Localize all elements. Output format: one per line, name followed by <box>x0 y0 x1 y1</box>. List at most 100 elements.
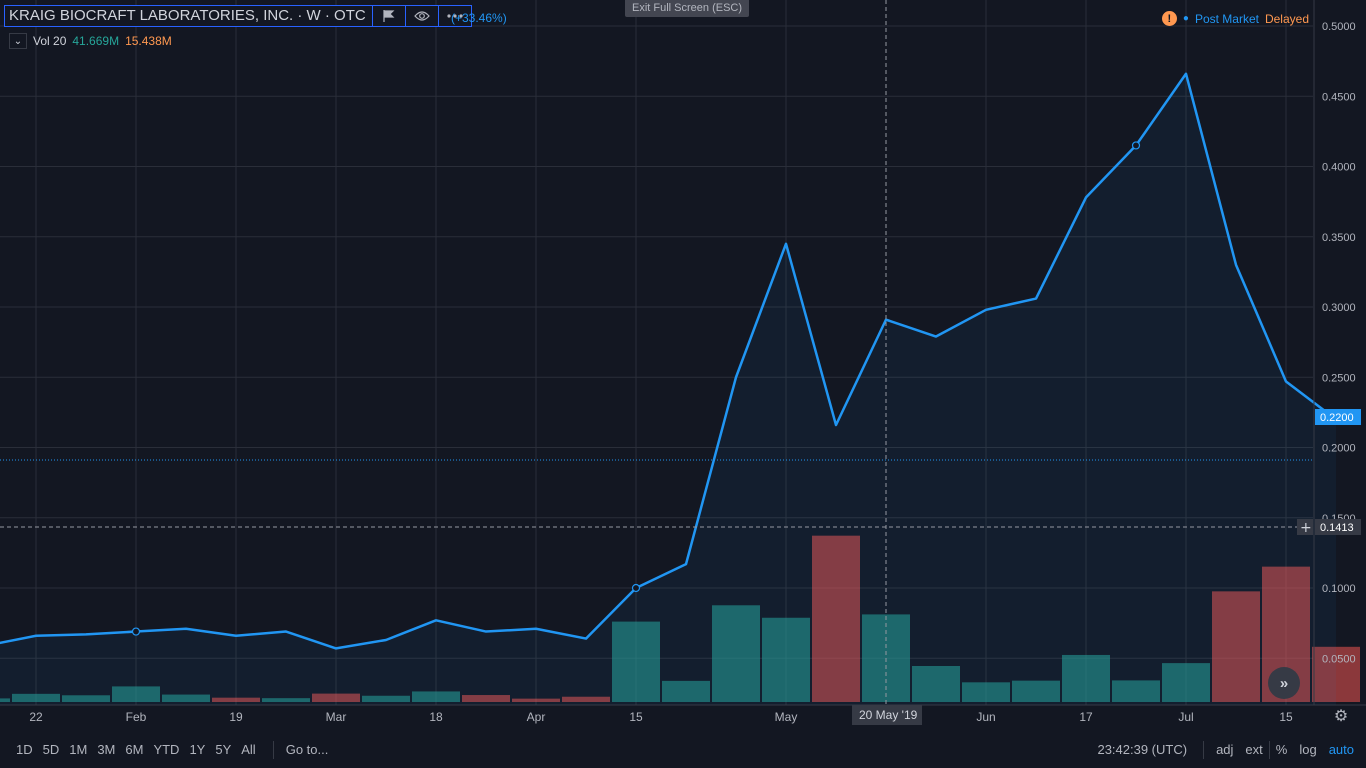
auto-scale-toggle[interactable]: auto <box>1328 742 1354 757</box>
volume-bar <box>262 698 310 702</box>
post-market-label: Post Market <box>1194 11 1259 26</box>
range-5y[interactable]: 5Y <box>215 742 232 757</box>
x-tick-label: May <box>775 710 798 724</box>
eye-icon <box>413 11 430 21</box>
y-tick-label: 0.3500 <box>1322 232 1356 244</box>
bottom-toolbar: 1D 5D 1M 3M 6M YTD 1Y 5Y All Go to... 23… <box>0 731 1366 768</box>
last-price-label: 0.2200 <box>1320 412 1354 424</box>
x-tick-label: 15 <box>1279 710 1293 724</box>
volume-bar <box>762 617 810 702</box>
x-tick-label: 22 <box>29 710 43 724</box>
x-tick-label: Jul <box>1178 710 1193 724</box>
x-tick-label: 17 <box>1079 710 1093 724</box>
change-percent: (+33.46%) <box>451 11 507 25</box>
y-tick-label: 0.1000 <box>1322 583 1356 595</box>
last-price-label-bg <box>1315 409 1361 425</box>
range-ytd[interactable]: YTD <box>153 742 180 757</box>
warning-icon[interactable]: ! <box>1161 11 1177 26</box>
volume-bar <box>12 693 60 702</box>
volume-bar <box>1062 654 1110 702</box>
volume-bar <box>962 682 1010 702</box>
range-selector: 1D 5D 1M 3M 6M YTD 1Y 5Y All <box>11 742 261 757</box>
exit-fullscreen-button[interactable]: Exit Full Screen (ESC) <box>625 0 749 17</box>
volume-bar <box>562 696 610 702</box>
volume-bar <box>362 695 410 702</box>
volume-bar <box>812 535 860 702</box>
volume-value-1: 41.669M <box>72 34 120 48</box>
volume-bar <box>1112 680 1160 702</box>
y-tick-label: 0.2000 <box>1322 443 1356 455</box>
market-status[interactable]: ! ● Post Market Delayed <box>1161 11 1309 26</box>
price-area-fill <box>0 73 1336 705</box>
volume-bar <box>512 698 560 702</box>
line-point-marker <box>1131 141 1141 150</box>
y-tick-label: 0.4500 <box>1322 91 1356 103</box>
more-options-button[interactable] <box>437 6 471 26</box>
chevron-down-icon[interactable]: ⌄ <box>9 33 27 49</box>
log-scale-toggle[interactable]: log <box>1299 742 1317 757</box>
scroll-to-realtime-button[interactable]: » <box>1268 667 1300 699</box>
volume-bar <box>212 697 260 702</box>
price-chart[interactable]: 0.5000 0.4500 0.4000 0.3500 0.3000 0.2500 0.20… <box>0 0 1366 731</box>
volume-bar <box>662 680 710 702</box>
volume-bar <box>462 695 510 702</box>
volume-bar <box>1012 680 1060 702</box>
flag-button[interactable] <box>371 6 405 26</box>
ext-toggle[interactable]: ext <box>1245 742 1263 757</box>
crosshair-date-label: 20 May '19 <box>859 708 918 722</box>
visibility-button[interactable] <box>404 6 438 26</box>
volume-bar <box>0 698 10 702</box>
crosshair-add-button[interactable] <box>1297 519 1313 535</box>
x-tick-label: Feb <box>126 710 147 724</box>
price-line <box>0 72 1337 650</box>
y-tick-label: 0.3000 <box>1322 302 1356 314</box>
plus-icon[interactable]: + <box>1300 520 1312 536</box>
x-tick-label: Mar <box>326 710 347 724</box>
x-tick-label: Apr <box>527 710 546 724</box>
volume-bars <box>0 535 1360 702</box>
line-point-marker <box>631 583 641 593</box>
more-dots-icon <box>447 14 463 18</box>
y-tick-label: 0.5000 <box>1322 21 1356 33</box>
delayed-label: Delayed <box>1264 11 1309 26</box>
volume-bar <box>1312 646 1360 702</box>
adj-toggle[interactable]: adj <box>1216 742 1234 757</box>
range-1d[interactable]: 1D <box>16 742 33 757</box>
divider <box>1268 740 1270 759</box>
range-1m[interactable]: 1M <box>69 742 88 757</box>
y-tick-label: 0.2500 <box>1322 372 1356 384</box>
range-6m[interactable]: 6M <box>125 742 144 757</box>
volume-bar <box>612 621 660 702</box>
volume-legend: ⌄ Vol 20 41.669M 15.438M <box>9 33 172 49</box>
y-tick-label: 0.4000 <box>1322 162 1356 174</box>
divider <box>272 740 274 759</box>
range-3m[interactable]: 3M <box>97 742 116 757</box>
x-tick-label: 18 <box>429 710 443 724</box>
x-tick-label: Jun <box>976 710 995 724</box>
symbol-title[interactable]: KRAIG BIOCRAFT LABORATORIES, INC. · W · … <box>9 7 366 24</box>
volume-bar <box>112 686 160 702</box>
symbol-legend[interactable]: KRAIG BIOCRAFT LABORATORIES, INC. · W · … <box>4 5 472 27</box>
crosshair-date-label-bg <box>852 705 922 725</box>
y-tick-label: 0.0500 <box>1322 653 1356 665</box>
crosshair-price-label: 0.1413 <box>1320 522 1354 534</box>
volume-value-2: 15.438M <box>125 34 172 48</box>
range-1y[interactable]: 1Y <box>189 742 206 757</box>
clock-time[interactable]: 23:42:39 (UTC) <box>1097 742 1188 757</box>
double-chevron-right-icon: » <box>1279 674 1289 692</box>
volume-bar <box>412 691 460 702</box>
volume-bar <box>162 694 210 702</box>
volume-bar <box>912 666 960 702</box>
crosshair-price-label-bg <box>1315 519 1361 535</box>
event-markers <box>131 141 1141 636</box>
range-all[interactable]: All <box>241 742 256 757</box>
line-point-marker <box>131 627 141 636</box>
range-5d[interactable]: 5D <box>42 742 60 757</box>
volume-label: Vol 20 <box>33 34 67 48</box>
time-scale[interactable]: 22 Feb 19 Mar 18 Apr 15 May Jun 17 Jul 15 <box>29 710 1293 724</box>
volume-bar <box>712 605 760 702</box>
settings-gear-icon[interactable]: ⚙ <box>1333 708 1349 725</box>
goto-date-button[interactable]: Go to... <box>285 742 329 757</box>
x-tick-label: 19 <box>229 710 243 724</box>
percent-scale-toggle[interactable]: % <box>1275 742 1288 757</box>
